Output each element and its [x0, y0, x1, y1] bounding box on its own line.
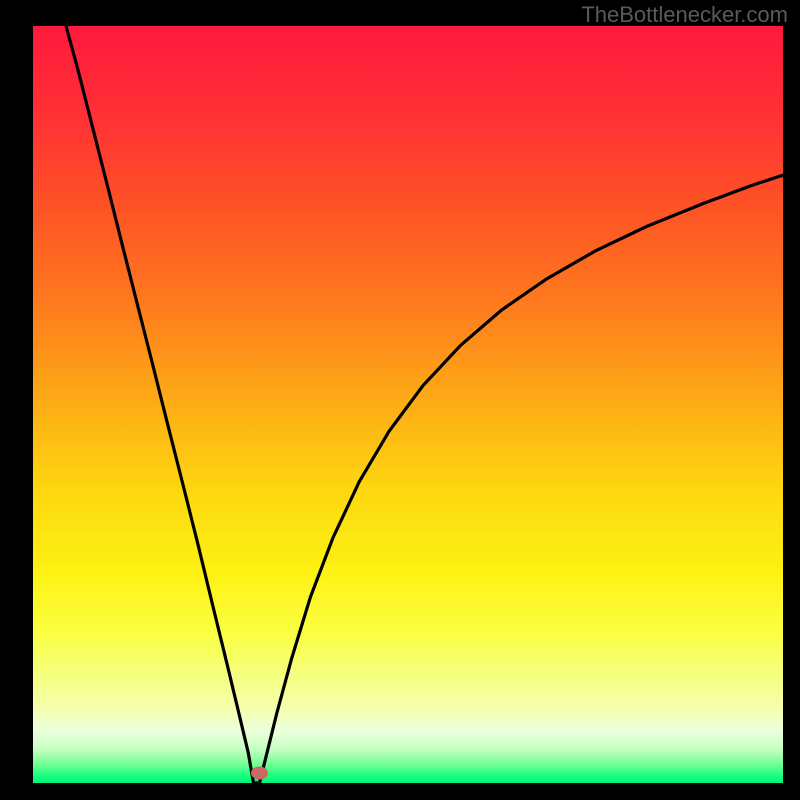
plot-area	[33, 26, 783, 783]
optimal-point-marker	[252, 767, 268, 779]
bottleneck-chart	[33, 26, 783, 783]
figure-container: TheBottlenecker.com	[0, 0, 800, 800]
watermark-text: TheBottlenecker.com	[581, 2, 788, 28]
